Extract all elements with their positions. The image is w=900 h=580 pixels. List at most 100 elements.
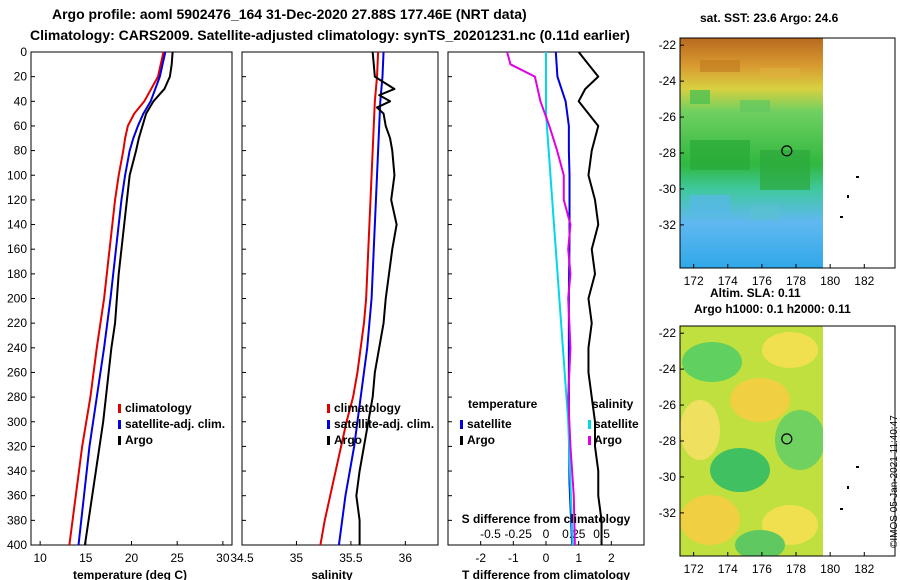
legend-swatch-argo	[118, 436, 121, 445]
x-tick-label: 10	[33, 551, 47, 565]
series-line-salinity-argo	[506, 51, 576, 546]
depth-tick-label: 400	[7, 538, 27, 552]
map-x-tick-label: 172	[684, 562, 704, 576]
map-y-tick-label: -26	[659, 110, 677, 124]
map-x-tick-label: 182	[854, 274, 874, 288]
legend-swatch-sal-satellite	[588, 420, 591, 429]
legend-salinity-heading: salinity	[592, 397, 634, 411]
x-tick-label: 36	[399, 551, 413, 565]
sla-float-marker	[781, 433, 793, 445]
x-tick-label: 15	[79, 551, 93, 565]
map-y-tick-label: -24	[659, 74, 677, 88]
sst-map-title: sat. SST: 23.6 Argo: 24.6	[700, 11, 839, 25]
title-line-1: Argo profile: aoml 5902476_164 31-Dec-20…	[52, 6, 527, 22]
legend-sal-argo: Argo	[594, 433, 622, 447]
map-y-tick-label: -30	[659, 470, 677, 484]
salinity-axes	[241, 51, 439, 546]
legend-swatch-argo	[327, 436, 330, 445]
legend-argo: Argo	[125, 433, 153, 447]
map-x-tick-label: 178	[786, 274, 806, 288]
map-y-tick-label: -26	[659, 398, 677, 412]
x-tick-top-label: -0.5	[480, 527, 501, 541]
map-x-tick-label: 180	[820, 562, 840, 576]
legend-argo: Argo	[334, 433, 362, 447]
depth-tick-label: 160	[7, 242, 27, 256]
depth-tick-label: 380	[7, 513, 27, 527]
title-line-2: Climatology: CARS2009. Satellite-adjuste…	[30, 27, 630, 43]
sst-islands	[840, 176, 859, 218]
sla-islands	[840, 466, 859, 510]
x-tick-label: 30	[216, 551, 230, 565]
series-line-satellite-adj-clim-	[77, 51, 167, 546]
legend-swatch-satellite	[327, 420, 330, 429]
x-tick-label: 34.5	[230, 551, 254, 565]
sst-float-marker	[781, 145, 793, 157]
legend-climatology: climatology	[125, 401, 192, 415]
map-y-tick-label: -32	[659, 506, 677, 520]
legend-temp-satellite: satellite	[467, 417, 512, 431]
depth-tick-label: 320	[7, 439, 27, 453]
legend-temp-argo: Argo	[467, 433, 495, 447]
sst-map: 172 174 176 178 180 182 -22 -24 -26 -28 -30 -32	[659, 37, 896, 288]
sst-texture	[690, 60, 810, 220]
legend-satellite: satellite-adj. clim.	[334, 417, 434, 431]
series-line-temperature-argo	[577, 51, 603, 545]
depth-tick-label: 220	[7, 316, 27, 330]
legend-swatch-climatology	[118, 404, 121, 413]
x-tick-label: 2	[608, 551, 615, 565]
x-tick-top-label: 0	[543, 527, 550, 541]
x-tick-label: 0	[543, 551, 550, 565]
sla-blobs	[680, 332, 823, 556]
series-line-climatology	[319, 51, 380, 546]
map-y-tick-label: -22	[659, 326, 677, 340]
difference-xlabel: T difference from climatology	[462, 568, 630, 580]
map-y-tick-label: -28	[659, 434, 677, 448]
series-line-argo	[355, 51, 398, 545]
map-x-tick-label: 176	[752, 274, 772, 288]
map-x-tick-label: 174	[718, 562, 738, 576]
legend-temperature-heading: temperature	[468, 397, 538, 411]
difference-chart: -2 -1 0 1 2-0.5 -0.25 0 0.25 0.5 T difference fr…	[460, 51, 639, 580]
map-y-tick-label: -30	[659, 182, 677, 196]
x-tick-label: 35.5	[339, 551, 363, 565]
temperature-axes	[30, 51, 233, 546]
map-x-tick-label: 182	[854, 562, 874, 576]
legend-swatch-sal-argo	[588, 436, 591, 445]
legend-sal-satellite: satellite	[594, 417, 639, 431]
map-x-tick-label: 176	[752, 562, 772, 576]
x-tick-label: -2	[475, 551, 486, 565]
depth-tick-label: 260	[7, 365, 27, 379]
sla-map-title-1: Altim. SLA: 0.11	[710, 286, 801, 300]
series-line-salinity-satellite	[545, 52, 574, 546]
series-line-argo	[83, 51, 174, 546]
map-y-tick-label: -28	[659, 146, 677, 160]
map-y-tick-label: -24	[659, 362, 677, 376]
depth-tick-label: 40	[14, 94, 28, 108]
depth-tick-label: 60	[14, 119, 28, 133]
legend-climatology: climatology	[334, 401, 401, 415]
map-y-tick-label: -32	[659, 218, 677, 232]
map-x-tick-label: 180	[820, 274, 840, 288]
legend-satellite: satellite-adj. clim.	[125, 417, 225, 431]
depth-tick-label: 300	[7, 415, 27, 429]
temperature-xlabel: temperature (deg C)	[73, 568, 187, 580]
legend-swatch-temp-argo	[460, 436, 463, 445]
difference-xlabel-top: S difference from climatology	[462, 512, 631, 526]
map-x-tick-label: 174	[718, 274, 738, 288]
depth-tick-label: 0	[20, 45, 27, 59]
x-tick-label: 20	[125, 551, 139, 565]
legend-swatch-satellite	[118, 420, 121, 429]
map-x-tick-label: 178	[786, 562, 806, 576]
salinity-chart: 34.5 35 35.5 36 salinity climatology satell…	[230, 51, 434, 580]
depth-tick-label: 120	[7, 193, 27, 207]
depth-tick-label: 280	[7, 390, 27, 404]
depth-tick-labels: 0 20 40 60 80 100 120 140 160 180 200 220 240 260 280 3…	[7, 45, 452, 552]
series-line-climatology	[68, 51, 165, 546]
map-y-tick-label: -22	[659, 38, 677, 52]
legend-swatch-climatology	[327, 404, 330, 413]
x-tick-label: 1	[575, 551, 582, 565]
salinity-xlabel: salinity	[311, 568, 353, 580]
temperature-chart: 10 15 20 25 30 temperature (deg C) climatolo…	[33, 51, 230, 580]
x-tick-label: 35	[290, 551, 304, 565]
